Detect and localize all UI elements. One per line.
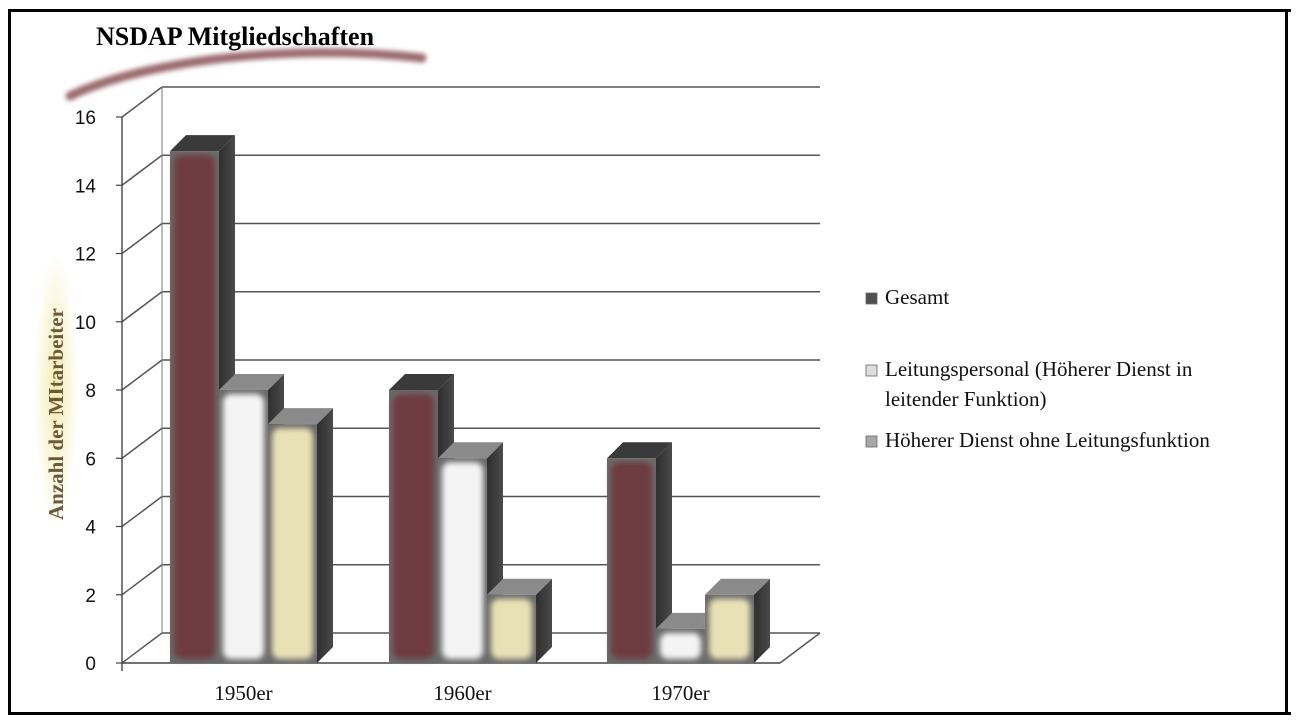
- frame-right-border: [1285, 9, 1288, 715]
- legend-label: leitender Funktion): [885, 387, 1047, 411]
- bar-front-fill: [272, 428, 313, 659]
- y-tick-label: 2: [85, 586, 96, 607]
- bar-top-face: [170, 135, 235, 152]
- bar-side-face: [754, 578, 770, 663]
- legend-swatch: [865, 364, 878, 377]
- x-tick-label: 1950er: [214, 681, 272, 705]
- bar-front-fill: [223, 394, 264, 659]
- gridline-diagonal: [121, 86, 163, 118]
- frame-left-border: [8, 9, 11, 715]
- x-tick-label: 1970er: [651, 681, 709, 705]
- gridline-diagonal: [121, 495, 163, 528]
- gridline-diagonal: [121, 427, 163, 459]
- bar-side-face: [536, 578, 552, 663]
- bar-1950er-1: [170, 135, 235, 663]
- legend-swatch: [865, 292, 878, 305]
- axis-layer: 0 2 4 6 8 10 12 14 16: [75, 87, 780, 675]
- x-tick-label: 1960er: [433, 681, 491, 705]
- bar-top-face: [438, 442, 503, 459]
- ylabel-glow: [34, 250, 78, 530]
- y-tick-label: 12: [75, 245, 96, 266]
- gridline-diagonal: [121, 632, 163, 664]
- legend-swatch: [865, 435, 878, 448]
- bar-front-fill: [660, 632, 701, 659]
- y-tick-label: 6: [85, 449, 96, 470]
- bar-front-fill: [491, 598, 532, 659]
- bars-layer: [170, 135, 770, 663]
- legend-label: Leitungspersonal (Höherer Dienst in: [885, 357, 1193, 381]
- legend-label: Gesamt: [885, 285, 949, 309]
- bar-side-face: [317, 408, 333, 663]
- bar-front-fill: [174, 155, 215, 659]
- category-labels: 1950er 1960er 1970er: [214, 681, 709, 705]
- y-tick-label: 8: [85, 381, 96, 402]
- bar-top-face: [268, 408, 333, 425]
- bar-top-face: [705, 578, 770, 595]
- bar-top-face: [389, 374, 454, 390]
- gridline-diagonal: [121, 564, 163, 596]
- frame-bottom-border: [8, 712, 1291, 715]
- y-axis-label: Anzahl der MItarbeiter: [44, 308, 68, 520]
- y-tick-label: 14: [75, 176, 97, 197]
- gridline-diagonal: [121, 222, 163, 255]
- bar-1950er-3: [268, 408, 333, 663]
- title-swoosh: [65, 48, 427, 101]
- bar-front-fill: [611, 462, 652, 659]
- bar-1960er-3: [487, 578, 552, 663]
- bar-front-fill: [393, 394, 434, 659]
- bar-1970er-1: [607, 442, 672, 663]
- y-tick-label: 4: [85, 518, 96, 539]
- bar-side-face: [656, 442, 672, 663]
- bar-top-face: [656, 612, 721, 629]
- bar-top-face: [219, 374, 284, 390]
- bar-top-face: [607, 442, 672, 459]
- bar-front-fill: [442, 462, 483, 659]
- gridline-diagonal: [121, 154, 163, 186]
- y-tick-label: 10: [75, 313, 96, 334]
- bar-1970er-3: [705, 578, 770, 663]
- gridline-diagonal: [121, 359, 163, 391]
- frame-top-border: [8, 9, 1291, 12]
- legend-label: Höherer Dienst ohne Leitungsfunktion: [885, 428, 1210, 452]
- y-tick-label: 0: [85, 654, 96, 675]
- floor-right-edge: [779, 632, 821, 664]
- legend: Gesamt Leitungspersonal (Höherer Dienst i…: [865, 285, 1210, 452]
- bar-front-fill: [709, 598, 750, 659]
- chart-title: NSDAP Mitgliedschaften: [96, 22, 375, 51]
- gridline-diagonal: [121, 291, 163, 323]
- bar-top-face: [487, 578, 552, 595]
- y-tick-label: 16: [75, 108, 96, 129]
